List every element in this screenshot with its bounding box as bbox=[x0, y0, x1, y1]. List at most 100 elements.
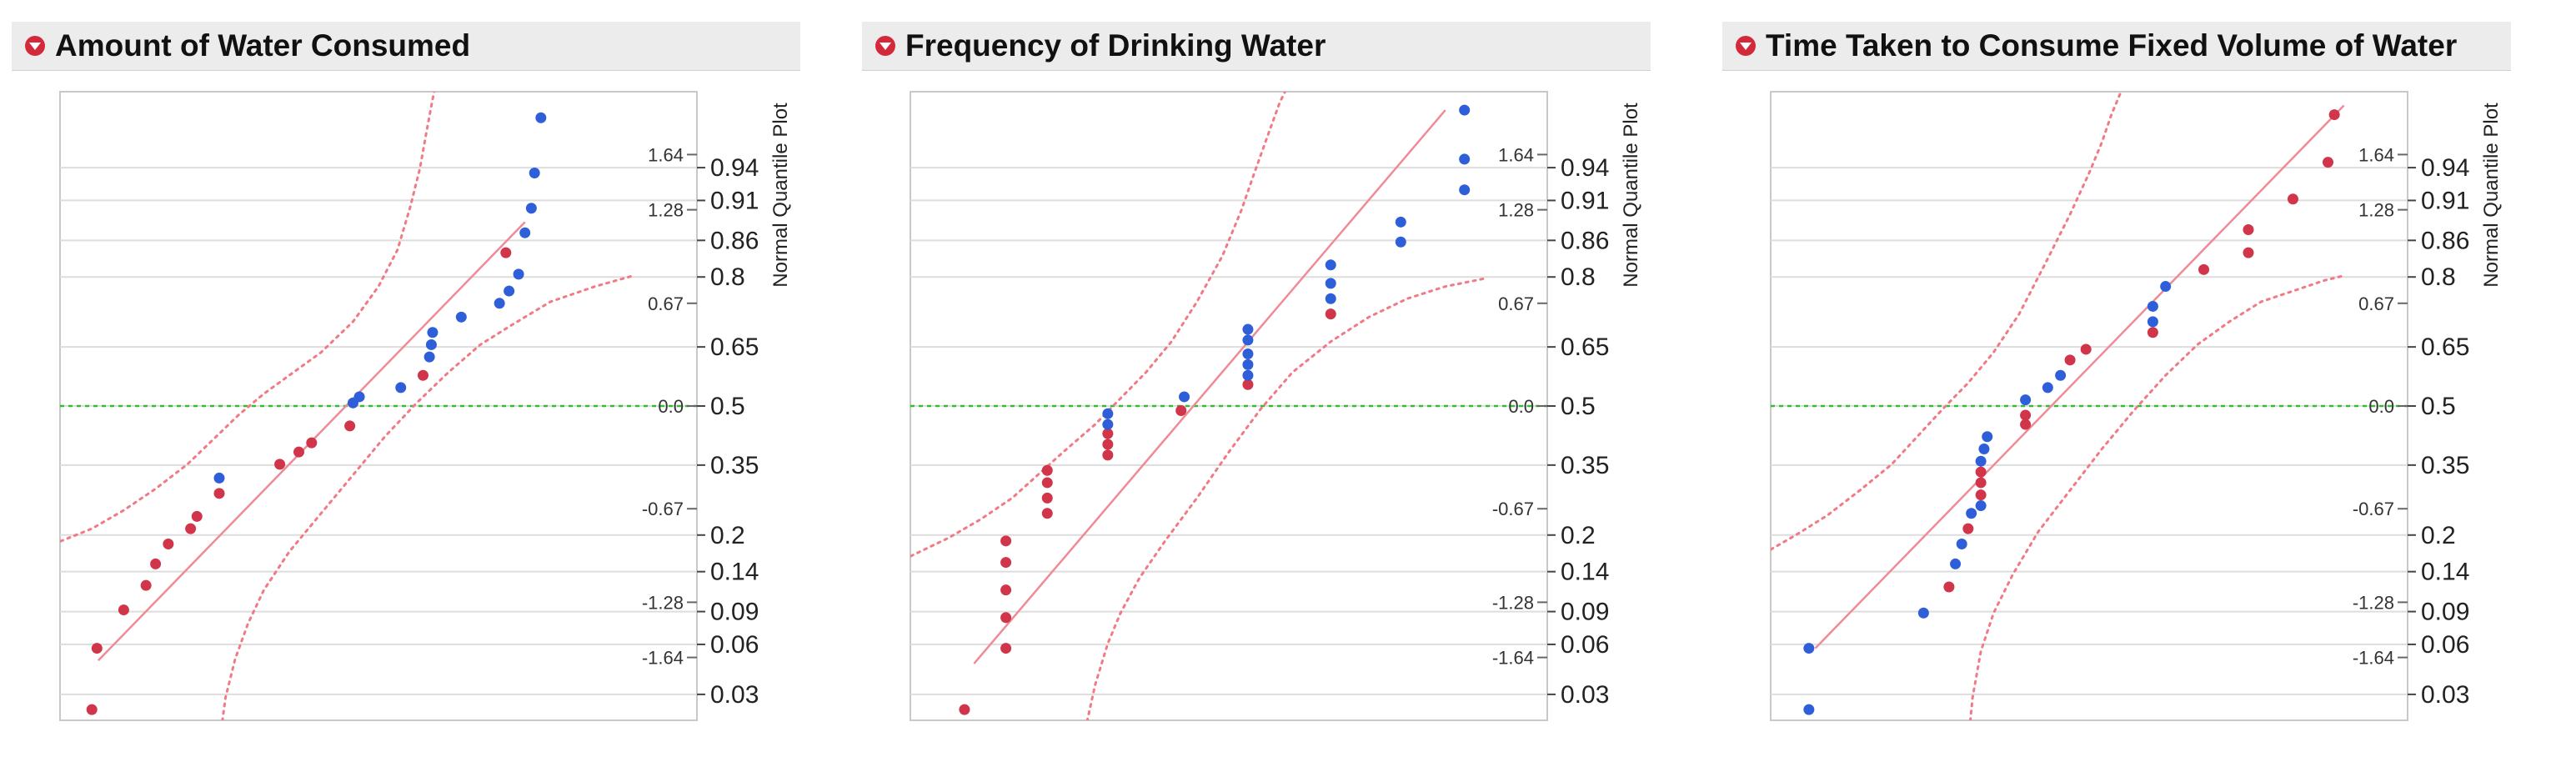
gridlines bbox=[60, 167, 697, 695]
data-point bbox=[1975, 477, 1987, 489]
data-point bbox=[1325, 293, 1336, 304]
quantile-tick-label: 0.67 bbox=[648, 293, 684, 314]
disclosure-triangle-icon[interactable] bbox=[23, 35, 47, 57]
data-point bbox=[427, 327, 439, 338]
data-point bbox=[1041, 464, 1053, 476]
quantile-tick-label: -0.67 bbox=[642, 499, 684, 519]
quantile-tick-label: -0.67 bbox=[1492, 499, 1534, 519]
data-point bbox=[1325, 259, 1336, 271]
data-point bbox=[2323, 157, 2333, 168]
quantile-tick-label: 1.64 bbox=[2358, 144, 2394, 165]
axis-label: Normal Quantile Plot bbox=[2480, 103, 2503, 288]
data-point bbox=[2147, 327, 2158, 338]
data-point bbox=[1459, 104, 1471, 116]
quantile-tick-label: 1.28 bbox=[2358, 200, 2394, 221]
data-point bbox=[91, 643, 103, 654]
data-point bbox=[140, 579, 152, 591]
data-point bbox=[1803, 704, 1815, 715]
quantile-tick-label: 0.0 bbox=[2368, 396, 2394, 417]
normal-quantile-plot-chart: 1.641.280.670.0-0.67-1.28-1.640.940.910.… bbox=[910, 91, 1642, 721]
probability-tick-label: 0.8 bbox=[710, 263, 745, 291]
data-point bbox=[213, 472, 225, 484]
probability-tick-label: 0.2 bbox=[1561, 522, 1596, 549]
chart-title: Frequency of Drinking Water bbox=[905, 28, 1326, 63]
quantile-tick-label: 1.28 bbox=[648, 200, 684, 221]
confidence-band-lower bbox=[221, 274, 635, 720]
data-point bbox=[959, 704, 970, 715]
quantile-tick-label: 1.64 bbox=[1498, 144, 1534, 165]
quantile-axis: 1.64 1.28 0.67 0.0 -0.67 -1.28 -1.64 bbox=[2353, 144, 2408, 669]
data-point bbox=[2020, 394, 2032, 406]
data-point bbox=[1041, 477, 1053, 489]
probability-tick-label: 0.09 bbox=[1561, 599, 1609, 626]
data-point bbox=[1175, 405, 1187, 417]
data-point bbox=[1102, 439, 1114, 450]
probability-tick-label: 0.35 bbox=[1561, 452, 1609, 479]
data-point bbox=[1000, 643, 1012, 654]
data-point bbox=[1242, 378, 1254, 390]
probability-tick-label: 0.8 bbox=[2421, 263, 2456, 291]
quantile-tick-label: -1.64 bbox=[642, 648, 684, 669]
quantile-tick-label: -1.28 bbox=[2353, 592, 2394, 613]
data-point bbox=[1000, 557, 1012, 569]
data-point bbox=[2243, 247, 2254, 258]
probability-tick-label: 0.94 bbox=[2421, 154, 2469, 182]
axis-label: Normal Quantile Plot bbox=[769, 103, 792, 288]
normal-quantile-plot-chart: 1.641.280.670.0-0.67-1.28-1.640.940.910.… bbox=[1770, 91, 2503, 721]
fitted-normal-line bbox=[1814, 104, 2345, 649]
normal-quantile-plot-chart: 1.641.280.670.0-0.67-1.28-1.640.940.910.… bbox=[59, 91, 792, 721]
data-point bbox=[344, 420, 356, 432]
probability-tick-label: 0.35 bbox=[2421, 452, 2469, 479]
panel-header: Time Taken to Consume Fixed Volume of Wa… bbox=[1722, 22, 2511, 71]
data-point bbox=[2147, 316, 2158, 328]
data-point bbox=[1102, 408, 1114, 419]
plot-content bbox=[910, 92, 1547, 720]
quantile-tick-label: -1.64 bbox=[2353, 648, 2394, 669]
data-point bbox=[185, 523, 197, 534]
data-point bbox=[2064, 354, 2076, 366]
quantile-tick-label: 1.64 bbox=[648, 144, 684, 165]
data-point bbox=[2160, 281, 2172, 293]
quantile-tick-label: -1.28 bbox=[642, 592, 684, 613]
data-point bbox=[293, 446, 304, 458]
disclosure-triangle-icon[interactable] bbox=[1734, 35, 1757, 57]
data-point bbox=[519, 227, 531, 238]
confidence-band-upper bbox=[910, 92, 1287, 558]
data-point bbox=[2328, 109, 2340, 121]
data-point bbox=[1975, 489, 1987, 501]
data-point bbox=[1950, 558, 1962, 569]
probability-tick-label: 0.03 bbox=[710, 681, 759, 709]
series-red bbox=[959, 308, 1336, 715]
data-point bbox=[1242, 334, 1254, 346]
data-point bbox=[1242, 369, 1254, 381]
probability-tick-label: 0.2 bbox=[2421, 522, 2456, 549]
chart-panel-2: Frequency of Drinking Water 1.64 1.28 0.67… bbox=[862, 22, 1651, 740]
data-point bbox=[1041, 492, 1053, 504]
probability-tick-label: 0.94 bbox=[710, 154, 759, 182]
probability-tick-label: 0.5 bbox=[1561, 393, 1596, 420]
quantile-tick-label: 0.0 bbox=[658, 396, 684, 417]
confidence-band-upper bbox=[1771, 92, 2122, 551]
panel-header: Amount of Water Consumed bbox=[12, 22, 800, 71]
series-blue bbox=[213, 112, 547, 484]
probability-tick-label: 0.14 bbox=[710, 559, 759, 586]
data-point bbox=[306, 437, 318, 449]
data-point bbox=[1000, 535, 1012, 547]
data-point bbox=[395, 382, 407, 394]
gridlines bbox=[1771, 167, 2408, 695]
data-point bbox=[1102, 449, 1114, 461]
data-point bbox=[1975, 455, 1987, 467]
probability-tick-label: 0.94 bbox=[1561, 154, 1609, 182]
series-blue bbox=[1803, 281, 2172, 715]
disclosure-triangle-icon[interactable] bbox=[874, 35, 897, 57]
data-point bbox=[423, 351, 435, 363]
data-point bbox=[1975, 500, 1987, 512]
data-point bbox=[535, 112, 547, 123]
data-point bbox=[425, 338, 437, 350]
data-point bbox=[2147, 300, 2158, 312]
data-point bbox=[213, 488, 225, 499]
quantile-tick-label: -1.64 bbox=[1492, 648, 1534, 669]
quantile-tick-label: 0.67 bbox=[2358, 293, 2394, 314]
data-point bbox=[150, 558, 162, 569]
data-point bbox=[504, 285, 515, 297]
